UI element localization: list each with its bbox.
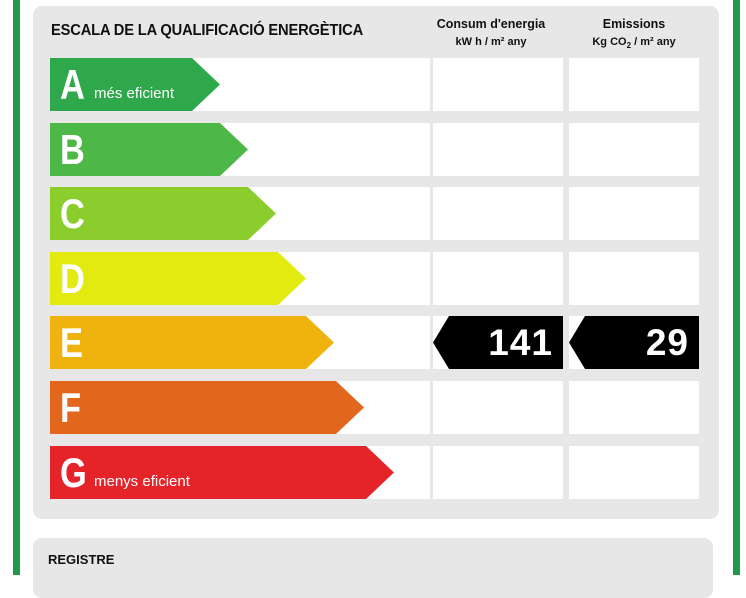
- consumption-cell: [433, 187, 563, 240]
- class-arrow-d: D: [50, 252, 306, 305]
- registre-label: REGISTRE: [48, 552, 115, 567]
- consumption-column-header: Consum d'energia kW h / m² any: [431, 15, 551, 51]
- emissions-cell: [569, 252, 699, 305]
- right-green-border: [733, 0, 740, 575]
- emissions-value-tag: 29: [569, 316, 699, 369]
- class-arrow-e: E: [50, 316, 334, 369]
- consumption-cell: [433, 58, 563, 111]
- class-arrow-c: C: [50, 187, 276, 240]
- class-note: menys eficient: [94, 473, 190, 490]
- class-letter: G: [60, 448, 87, 496]
- consumption-cell: [433, 123, 563, 176]
- class-arrow-f: F: [50, 381, 364, 434]
- emissions-header: Emissions: [602, 17, 666, 31]
- emissions-cell: [569, 446, 699, 499]
- emissions-cell: [569, 381, 699, 434]
- consumption-value: 141: [488, 321, 553, 363]
- consumption-cell: [433, 252, 563, 305]
- consumption-value-tag: 141: [433, 316, 563, 369]
- class-note: més eficient: [94, 85, 175, 102]
- emissions-cell: [569, 58, 699, 111]
- consumption-cell: [433, 381, 563, 434]
- emissions-unit: Kg CO2 / m² any: [592, 36, 676, 51]
- class-letter: B: [60, 125, 85, 173]
- class-letter: A: [60, 60, 85, 108]
- emissions-column-header: Emissions Kg CO2 / m² any: [568, 15, 700, 55]
- emissions-cell: [569, 187, 699, 240]
- class-letter: C: [60, 189, 85, 237]
- registre-panel: [33, 538, 713, 598]
- consumption-header: Consum d'energia: [436, 17, 546, 31]
- consumption-cell: [433, 446, 563, 499]
- class-letter: D: [60, 254, 85, 302]
- scale-title: ESCALA DE LA QUALIFICACIÓ ENERGÈTICA: [51, 22, 364, 39]
- emissions-cell: [569, 123, 699, 176]
- emissions-value: 29: [645, 321, 689, 363]
- class-letter: E: [60, 318, 83, 366]
- consumption-unit: kW h / m² any: [455, 36, 527, 48]
- left-green-border: [13, 0, 20, 575]
- class-arrow-b: B: [50, 123, 248, 176]
- class-letter: F: [60, 383, 82, 431]
